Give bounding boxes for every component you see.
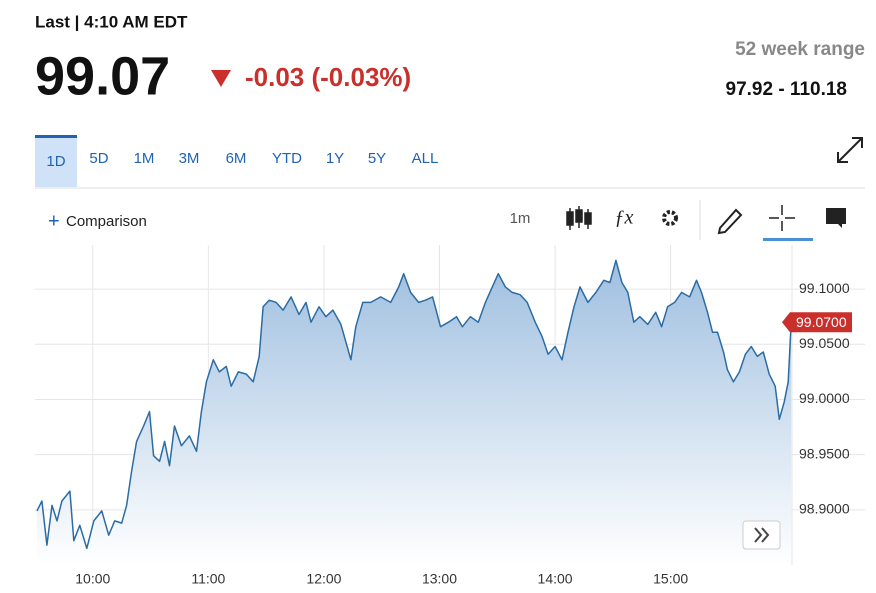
range-tab[interactable]: YTD xyxy=(272,150,302,167)
x-tick-label: 11:00 xyxy=(191,571,225,587)
x-tick-label: 15:00 xyxy=(653,571,688,587)
y-tick-label: 98.9500 xyxy=(799,445,850,461)
x-tick-label: 14:00 xyxy=(538,571,573,587)
down-arrow xyxy=(211,70,231,87)
crosshair-icon[interactable] xyxy=(769,205,795,231)
last-price-tag xyxy=(782,312,852,333)
status: Last | 4:10 AM EDT xyxy=(35,12,188,31)
range-tab[interactable]: 5D xyxy=(89,150,108,167)
range-tab[interactable]: 6M xyxy=(226,150,247,167)
candles-icon[interactable] xyxy=(566,206,592,230)
y-tick-label: 99.0000 xyxy=(799,390,850,406)
range-tab[interactable]: 3M xyxy=(179,150,200,167)
range-value: 97.92 - 110.18 xyxy=(726,79,848,100)
last-price-label: 99.0700 xyxy=(796,314,847,330)
crosshair-active xyxy=(763,238,813,241)
range-tab[interactable]: 1D xyxy=(46,153,65,170)
range-tab[interactable]: 1Y xyxy=(326,150,344,167)
comparison[interactable]: Comparison xyxy=(66,213,147,230)
y-tick-label: 99.1000 xyxy=(799,280,850,296)
indicators-icon[interactable]: ƒx xyxy=(615,207,634,229)
plus-icon[interactable]: + xyxy=(48,210,60,232)
price-area xyxy=(37,260,792,565)
range-tab[interactable]: 5Y xyxy=(368,150,386,167)
interval[interactable]: 1m xyxy=(510,210,531,227)
y-tick-label: 98.9000 xyxy=(799,501,850,517)
settings-icon[interactable] xyxy=(662,210,678,226)
price-line xyxy=(36,259,792,550)
draw-icon[interactable] xyxy=(717,208,743,235)
x-tick-label: 12:00 xyxy=(306,571,341,587)
scroll-icon xyxy=(754,527,770,543)
tab-selected-bg xyxy=(35,135,77,187)
notes-icon[interactable] xyxy=(826,208,846,228)
y-tick-label: 99.0500 xyxy=(799,335,850,351)
x-tick-label: 13:00 xyxy=(422,571,457,587)
range-tab[interactable]: 1M xyxy=(134,150,155,167)
change: -0.03 (-0.03%) xyxy=(245,62,411,92)
range-title: 52 week range xyxy=(735,39,865,60)
price: 99.07 xyxy=(35,46,170,106)
range-tab[interactable]: ALL xyxy=(412,150,439,167)
expand-icon[interactable] xyxy=(837,137,863,163)
chart: 10:00 11:00 12:00 13:00 14:00 15:00 98.9000 98.… xyxy=(35,245,865,587)
range-tabs: 1D 5D 1M 3M 6M YTD 1Y 5Y ALL xyxy=(46,150,438,170)
tab-selected-bar xyxy=(35,135,77,138)
x-tick-label: 10:00 xyxy=(75,571,110,587)
